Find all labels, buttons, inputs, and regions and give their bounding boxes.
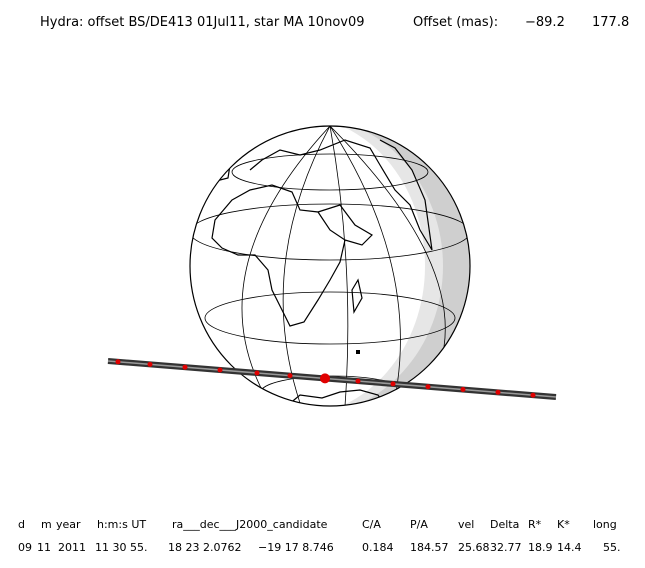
table-cell: −19 17 8.746 — [258, 541, 334, 554]
table-header-cell: d — [18, 518, 25, 531]
time-marker — [495, 389, 501, 395]
table-header-cell: K* — [557, 518, 570, 531]
table-cell: 11 30 55. — [95, 541, 147, 554]
meridian — [282, 126, 331, 404]
table-header-cell: h:m:s UT — [97, 518, 146, 531]
table-header-cell: ra___dec___J2000_candidate — [172, 518, 328, 531]
event-table: d m year h:m:s UT ra___dec___J2000_candidate… — [18, 518, 621, 554]
time-marker — [182, 364, 188, 370]
table-header-cell: year — [56, 518, 81, 531]
time-marker — [390, 381, 396, 387]
table-cell: 55. — [603, 541, 621, 554]
latitude-line — [190, 203, 470, 261]
table-header-cell: C/A — [362, 518, 381, 531]
table-cell: 25.68 — [458, 541, 490, 554]
table-cell: 14.4 — [557, 541, 582, 554]
table-header-cell: long — [593, 518, 617, 531]
time-marker — [147, 361, 153, 367]
table-cell: 184.57 — [410, 541, 449, 554]
meridian — [329, 126, 446, 366]
antarctica — [287, 389, 386, 406]
table-cell: 18.9 — [528, 541, 553, 554]
table-cell: 0.184 — [362, 541, 394, 554]
meridian — [329, 126, 401, 399]
time-marker — [217, 367, 223, 373]
day-side — [190, 126, 425, 406]
globe-outline — [189, 125, 471, 407]
island — [356, 350, 360, 354]
latitude-line — [204, 291, 456, 345]
arabia — [317, 204, 373, 246]
meridian — [241, 126, 331, 391]
time-marker — [355, 378, 361, 384]
table-header-cell: m — [41, 518, 52, 531]
time-marker — [254, 370, 260, 376]
closest-approach — [320, 373, 330, 384]
latitude-line — [231, 153, 429, 191]
table-cell: 2011 — [58, 541, 86, 554]
table-header-cell: Delta — [490, 518, 519, 531]
meridian — [329, 126, 349, 406]
time-marker — [115, 359, 121, 365]
eurasia — [249, 139, 433, 251]
time-marker — [287, 373, 293, 379]
table-cell: 32.77 — [490, 541, 522, 554]
table-header-cell: P/A — [410, 518, 428, 531]
path-markers — [115, 359, 536, 398]
table-cell: 11 — [37, 541, 51, 554]
offset-label: Offset (mas): — [413, 15, 498, 30]
table-cell: 09 — [18, 541, 32, 554]
offset-x: −89.2 — [525, 15, 565, 30]
table-header-cell: R* — [528, 518, 542, 531]
table-header-cell: vel — [458, 518, 474, 531]
title: Hydra: offset BS/DE413 01Jul11, star MA … — [40, 15, 365, 30]
globe — [190, 126, 470, 406]
madagascar — [351, 278, 363, 314]
time-marker — [460, 387, 466, 392]
time-marker — [425, 384, 431, 390]
offset-y: 177.8 — [592, 15, 629, 30]
time-marker — [530, 392, 536, 398]
table-cell: 18 23 2.0762 — [168, 541, 241, 554]
africa — [211, 184, 346, 327]
